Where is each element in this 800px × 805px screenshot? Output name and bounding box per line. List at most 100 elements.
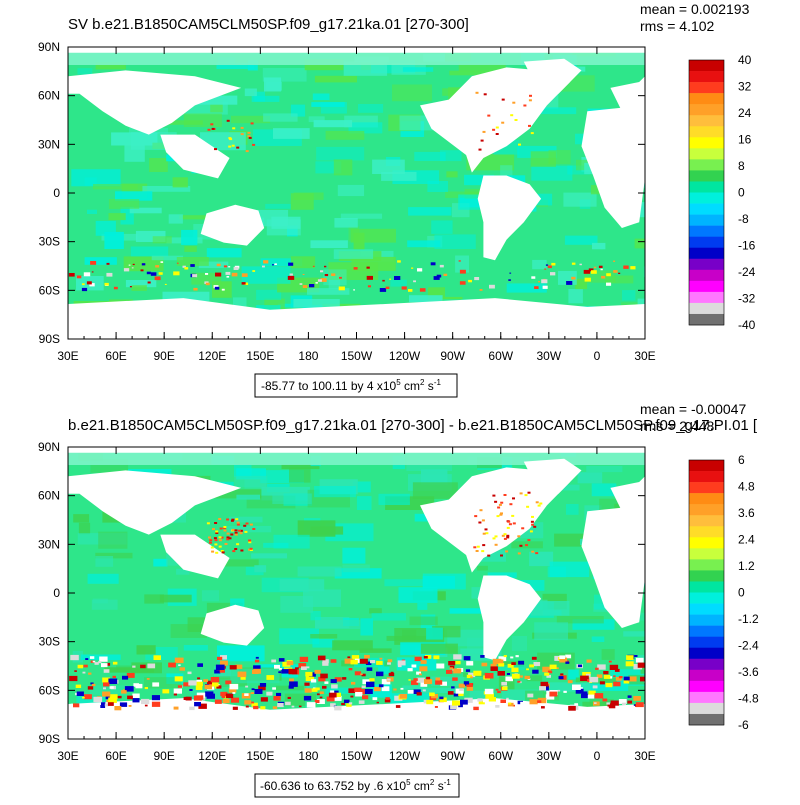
hotspot	[322, 685, 327, 689]
boundary-streak	[238, 529, 241, 532]
hotspot	[85, 658, 89, 660]
hotspot	[320, 270, 324, 273]
hotspot	[69, 675, 78, 682]
x-tick-label: 180	[298, 349, 318, 363]
boundary-streak	[230, 519, 234, 522]
ocean-patch	[244, 88, 257, 97]
hotspot	[212, 682, 219, 687]
boundary-streak	[494, 535, 498, 538]
hotspot	[152, 682, 160, 687]
ocean-patch	[449, 608, 492, 614]
colorbar-swatch	[689, 71, 724, 83]
ocean-patch	[556, 616, 604, 624]
x-tick-label: 30E	[57, 349, 78, 363]
hotspot	[339, 276, 342, 279]
colorbar-swatch	[689, 592, 724, 604]
ocean-patch	[592, 242, 606, 250]
hotspot	[362, 695, 369, 700]
hotspot	[453, 654, 462, 660]
ocean-patch	[198, 261, 229, 269]
boundary-streak	[236, 521, 240, 524]
hotspot	[103, 687, 106, 690]
ocean-patch	[340, 213, 383, 219]
boundary-streak	[226, 532, 230, 535]
hotspot	[517, 680, 521, 683]
boundary-streak	[535, 552, 539, 555]
hotspot	[448, 661, 456, 666]
boundary-streak	[226, 538, 230, 541]
boundary-streak	[215, 530, 219, 533]
boundary-streak	[214, 543, 218, 546]
hotspot	[389, 278, 392, 280]
hotspot	[155, 265, 160, 268]
hotspot	[384, 698, 391, 703]
land-north-america	[420, 67, 570, 173]
hotspot	[531, 276, 536, 279]
boundary-streak	[232, 550, 236, 553]
hotspot	[413, 280, 416, 283]
y-tick-label: 90N	[38, 440, 60, 454]
hotspot	[235, 664, 243, 669]
hotspot	[328, 692, 337, 698]
ocean-patch	[131, 662, 162, 674]
hotspot	[105, 662, 111, 666]
hotspot	[295, 667, 299, 670]
x-tick-label: 60E	[105, 349, 126, 363]
hotspot	[473, 670, 482, 676]
hotspot	[205, 273, 209, 275]
ocean-patch	[89, 685, 128, 696]
ocean-patch	[144, 594, 164, 604]
ocean-patch	[136, 645, 156, 655]
hotspot	[593, 266, 597, 269]
hotspot	[584, 277, 591, 282]
boundary-streak	[248, 541, 252, 544]
boundary-streak	[524, 494, 528, 497]
hotspot	[408, 679, 411, 681]
y-tick-label: 90S	[39, 732, 60, 746]
hotspot	[195, 681, 203, 687]
colorbar-label: -6	[738, 718, 749, 732]
hotspot	[503, 655, 507, 658]
ocean-patch	[402, 67, 434, 72]
boundary-streak	[498, 503, 502, 506]
hotspot	[473, 706, 479, 711]
colorbar-label: 6	[738, 453, 745, 467]
hotspot	[587, 694, 595, 699]
hotspot	[219, 669, 225, 673]
hotspot	[253, 705, 259, 710]
ocean-patch	[575, 278, 588, 290]
panel-1-colorbar: 40 32 24 16 8 0 -8 -16 -24 -32 -40	[688, 53, 756, 332]
boundary-streak	[510, 114, 514, 117]
hotspot	[453, 668, 462, 674]
hotspot	[492, 658, 502, 665]
hotspot	[310, 679, 317, 683]
x-tick-label: 0	[594, 749, 601, 763]
hotspot	[151, 701, 161, 707]
hotspot	[635, 657, 644, 663]
colorbar-swatch	[689, 159, 724, 171]
colorbar-swatch	[689, 460, 724, 472]
hotspot	[387, 678, 391, 681]
hotspot	[463, 681, 470, 685]
hotspot	[251, 688, 255, 691]
ocean-patch	[543, 682, 591, 692]
boundary-streak	[535, 501, 539, 504]
hotspot	[466, 686, 474, 691]
hotspot	[287, 275, 295, 280]
hotspot	[400, 687, 404, 690]
hotspot	[625, 661, 634, 667]
ocean-patch	[290, 256, 316, 269]
hotspot	[144, 704, 148, 707]
hotspot	[455, 660, 461, 665]
hotspot	[108, 678, 118, 684]
hotspot	[324, 681, 329, 684]
hotspot	[436, 274, 442, 278]
ocean-patch	[251, 553, 287, 559]
boundary-streak	[215, 532, 219, 534]
land-europe-left	[68, 70, 242, 135]
hotspot	[447, 691, 454, 695]
hotspot	[320, 278, 327, 282]
hotspot	[527, 693, 534, 698]
colorbar-swatch	[689, 82, 724, 94]
x-tick-label: 60W	[488, 349, 513, 363]
